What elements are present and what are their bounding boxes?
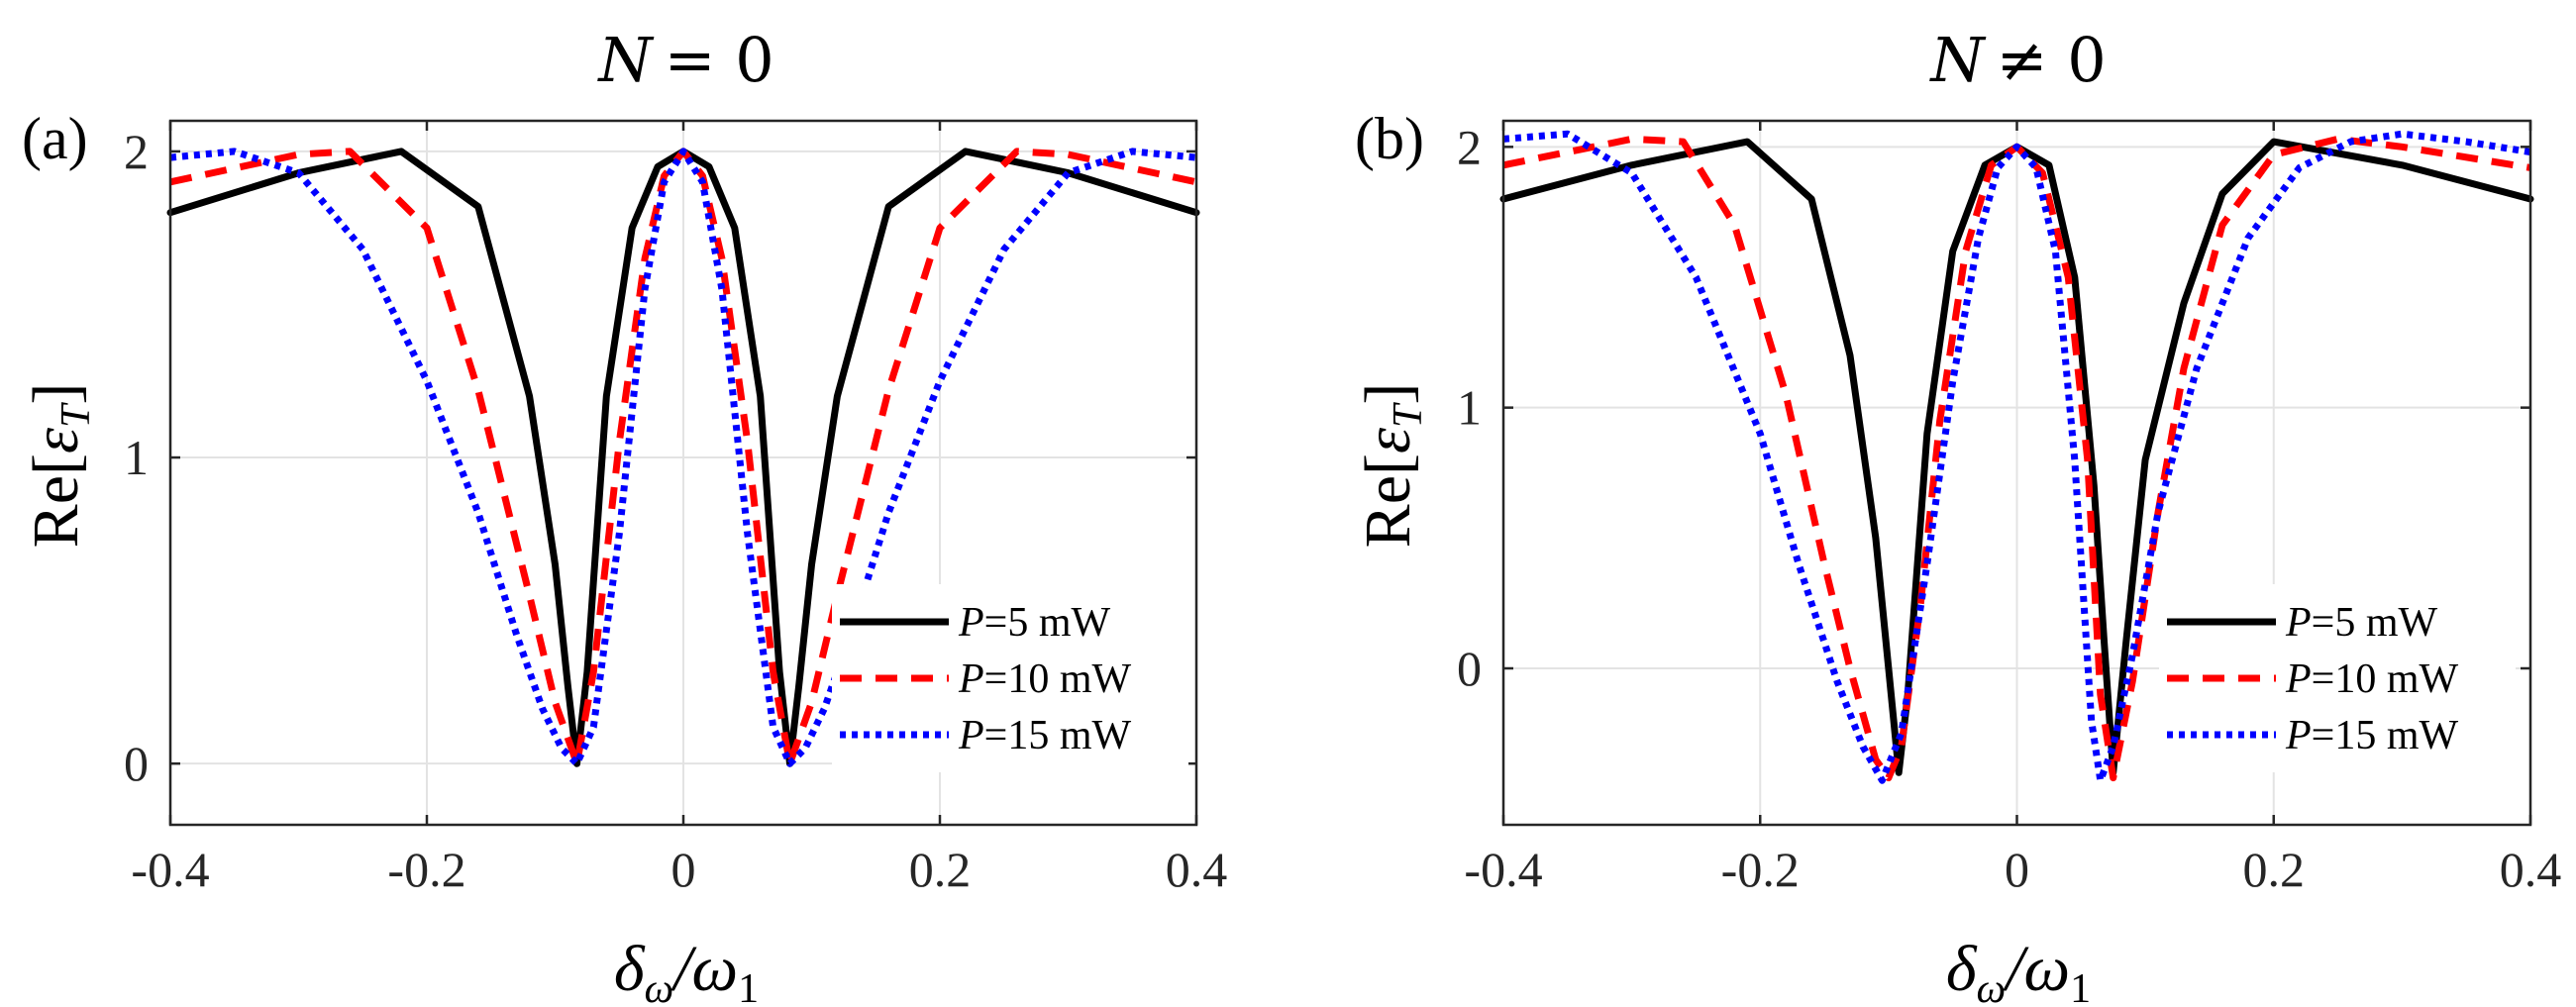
panel-a-xtick-label-0: -0.4 [131, 842, 209, 897]
panel-a-xtick-label-1: -0.2 [387, 842, 465, 897]
panel-a-xtick-label-3: 0.2 [909, 842, 972, 897]
panel-a-legend-text-3: P=15 mW [958, 713, 1132, 758]
panel-b-ytick-label-0: 0 [1457, 641, 1482, 696]
panel-b-xtick-label-2: 0 [2005, 842, 2029, 897]
panel-b-ytick-label-2: 2 [1457, 119, 1482, 174]
panel-a-ticks: -0.4 -0.2 0 0.2 0.4 0 1 2 [124, 121, 1227, 897]
panel-a-xlabel: δω/ω1 [614, 933, 759, 1007]
panel-a-ytick-label-1: 1 [124, 430, 149, 485]
panel-b-legend: P=5 mW P=10 mW P=15 mW [2159, 584, 2516, 772]
panel-a-xtick-label-2: 0 [671, 842, 696, 897]
panel-b-title: N ≠ 0 [1928, 24, 2106, 96]
panel-b-series-dashed [1502, 135, 2531, 782]
panel-b-legend-item-1: P=5 mW [2167, 600, 2438, 646]
panel-a-series-dotted [169, 148, 1197, 767]
panel-a-legend: P=5 mW P=10 mW P=15 mW [832, 584, 1188, 772]
panel-a-label: (a) [22, 106, 88, 171]
panel-b-ylabel: Re[εT] [1352, 383, 1431, 549]
panel-b-xtick-label-0: -0.4 [1464, 842, 1542, 897]
panel-b-legend-item-2: P=10 mW [2167, 656, 2459, 702]
panel-a-legend-item-1: P=5 mW [840, 600, 1111, 646]
panel-b-series [1499, 130, 2534, 784]
panel-b-xtick-label-1: -0.2 [1721, 842, 1800, 897]
panel-a-title: N = 0 [596, 24, 773, 96]
panel-a-legend-item-3: P=15 mW [840, 713, 1132, 758]
panel-b-legend-item-3: P=15 mW [2167, 713, 2459, 758]
panel-a-xtick-label-4: 0.4 [1166, 842, 1228, 897]
panel-b-xlabel: δω/ω1 [1946, 933, 2091, 1007]
panel-b-series-dotted [1502, 130, 2531, 784]
panel-b-xtick-label-3: 0.2 [2243, 842, 2306, 897]
panel-b-legend-text-2: P=10 mW [2285, 656, 2459, 702]
panel-b-ytick-label-1: 1 [1457, 380, 1482, 436]
panel-b-ticks: -0.4 -0.2 0 0.2 0.4 0 1 2 [1457, 119, 2561, 897]
panel-b-label: (b) [1355, 106, 1424, 171]
panel-a-ytick-label-0: 0 [124, 736, 149, 791]
panel-b: N ≠ 0 (b) -0.4 -0.2 0 0.2 0.4 0 1 2 δω/ω1 Re[εT]… [1352, 24, 2561, 1007]
panel-a-series [166, 148, 1200, 767]
panel-a-ylabel: Re[εT] [20, 383, 99, 549]
panel-b-legend-text-3: P=15 mW [2285, 713, 2459, 758]
panel-a-legend-item-2: P=10 mW [840, 656, 1132, 702]
panel-a-legend-text-1: P=5 mW [958, 600, 1111, 646]
panel-a-legend-text-2: P=10 mW [958, 656, 1132, 702]
panel-b-legend-text-1: P=5 mW [2285, 600, 2438, 646]
panel-a: N = 0 (a) -0.4 -0.2 0 0.2 0.4 0 1 2 δω/ω1 Re[εT]… [20, 24, 1227, 1007]
panel-a-ytick-label-2: 2 [124, 124, 149, 179]
panel-b-xtick-label-4: 0.4 [2500, 842, 2562, 897]
